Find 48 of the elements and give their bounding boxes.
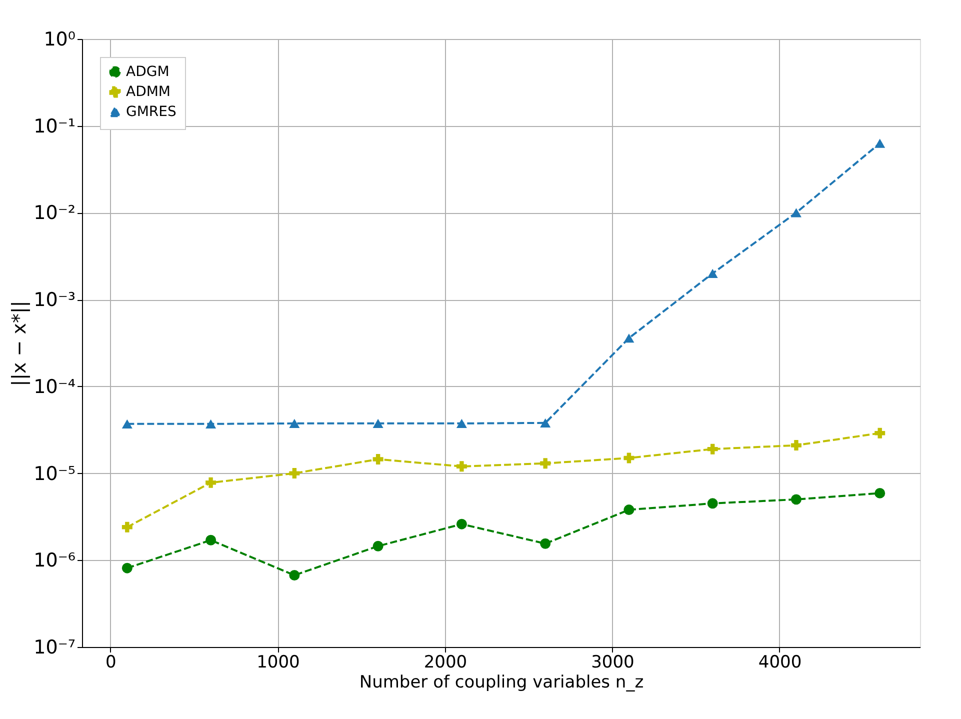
y-tick-label: 10⁻⁶: [34, 550, 76, 572]
y-tick-label: 10⁻¹: [34, 115, 76, 138]
point: [790, 494, 802, 505]
point: [206, 477, 216, 488]
x-tick-label: 1000: [256, 652, 300, 672]
point: [206, 419, 216, 428]
legend-label: GMRES: [126, 104, 176, 120]
point: [874, 428, 886, 438]
point: [540, 538, 551, 549]
y-tick-label: 10⁻⁴: [34, 376, 76, 398]
point: [122, 562, 132, 574]
point: [707, 268, 718, 278]
point: [289, 468, 300, 479]
point: [874, 138, 886, 148]
point: [372, 418, 384, 428]
x-tick-label: 4000: [758, 652, 802, 672]
point: [790, 208, 802, 218]
legend-label: ADMM: [126, 84, 171, 100]
legend-label: ADGM: [126, 64, 170, 80]
point: [456, 461, 467, 472]
y-axis-title: ||x − x*||: [8, 300, 31, 386]
point: [540, 418, 551, 428]
point: [624, 504, 634, 516]
y-tick-label: 10⁰: [44, 28, 76, 50]
point: [456, 418, 467, 428]
y-tick-label: 10⁻³: [34, 289, 76, 312]
point: [122, 419, 132, 428]
point: [624, 452, 634, 464]
point: [289, 570, 300, 580]
point: [289, 418, 300, 428]
point: [122, 522, 132, 532]
x-tick-label: 3000: [591, 652, 634, 672]
x-tick-label: 0: [106, 652, 116, 672]
y-tick-label: 10⁻⁷: [34, 636, 76, 658]
x-axis-title: Number of coupling variables n_z: [359, 672, 644, 692]
point: [790, 440, 802, 451]
point: [206, 534, 216, 546]
point: [874, 488, 886, 498]
y-tick-label: 10⁻⁵: [34, 462, 76, 485]
x-tick-label: 2000: [424, 652, 468, 672]
point: [372, 454, 384, 465]
y-tick-label: 10⁻²: [34, 202, 76, 224]
point: [456, 518, 467, 530]
point: [707, 498, 718, 509]
point: [540, 458, 551, 469]
point: [624, 334, 634, 343]
point: [372, 540, 384, 552]
point: [707, 444, 718, 454]
